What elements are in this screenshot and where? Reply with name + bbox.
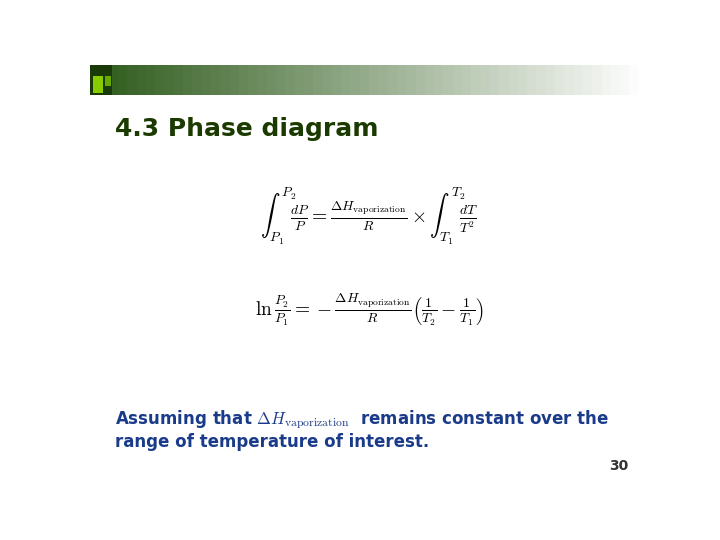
Bar [285,65,294,94]
Bar [629,65,639,94]
Bar [93,76,103,93]
Bar [145,65,155,94]
Bar [99,65,109,94]
Bar [425,65,434,94]
Text: $\ln \frac{P_2}{P_1} = -\frac{\Delta H_{\mathrm{vaporization}}}{R} \left( \frac{: $\ln \frac{P_2}{P_1} = -\frac{\Delta H_{… [255,292,483,328]
Bar [536,65,546,94]
Bar [174,65,183,94]
Bar [518,65,527,94]
Bar [546,65,555,94]
Bar [192,65,202,94]
Bar [453,65,462,94]
Bar [220,65,230,94]
Bar [397,65,406,94]
Bar [406,65,415,94]
Bar [109,65,118,94]
Bar [444,65,453,94]
Bar [462,65,472,94]
Bar [360,65,369,94]
Bar [202,65,211,94]
Bar [248,65,258,94]
Bar [90,65,99,94]
Bar [601,65,611,94]
Bar [574,65,583,94]
Bar [378,65,387,94]
Bar [593,65,601,94]
Bar [164,65,174,94]
Bar [211,65,220,94]
Bar [611,65,620,94]
Text: $\int_{P_1}^{P_2} \!\! \frac{dP}{P} = \frac{\Delta H_{\mathrm{vaporization}}}{R}: $\int_{P_1}^{P_2} \!\! \frac{dP}{P} = \f… [260,186,478,247]
Bar [583,65,593,94]
Bar [472,65,481,94]
Bar [258,65,266,94]
Bar [351,65,360,94]
Bar [104,76,111,85]
Bar [304,65,313,94]
Bar [118,65,127,94]
Bar [313,65,323,94]
Bar [415,65,425,94]
Bar [90,65,112,94]
Bar [639,65,648,94]
Bar [527,65,536,94]
Bar [555,65,564,94]
Text: 30: 30 [609,459,629,473]
Bar [183,65,192,94]
Bar [508,65,518,94]
Text: range of temperature of interest.: range of temperature of interest. [115,433,429,451]
Text: Assuming that $\Delta H_{\mathrm{vaporization}}$  remains constant over the: Assuming that $\Delta H_{\mathrm{vaporiz… [115,408,609,430]
Bar [266,65,276,94]
Text: 4.3 Phase diagram: 4.3 Phase diagram [115,117,379,141]
Bar [155,65,164,94]
Bar [434,65,444,94]
Bar [564,65,574,94]
Bar [332,65,341,94]
Bar [127,65,137,94]
Bar [490,65,499,94]
Bar [323,65,332,94]
Bar [387,65,397,94]
Bar [341,65,351,94]
Bar [499,65,508,94]
Bar [369,65,378,94]
Bar [239,65,248,94]
Bar [230,65,239,94]
Bar [137,65,145,94]
Bar [620,65,629,94]
Bar [294,65,304,94]
Bar [481,65,490,94]
Bar [276,65,285,94]
